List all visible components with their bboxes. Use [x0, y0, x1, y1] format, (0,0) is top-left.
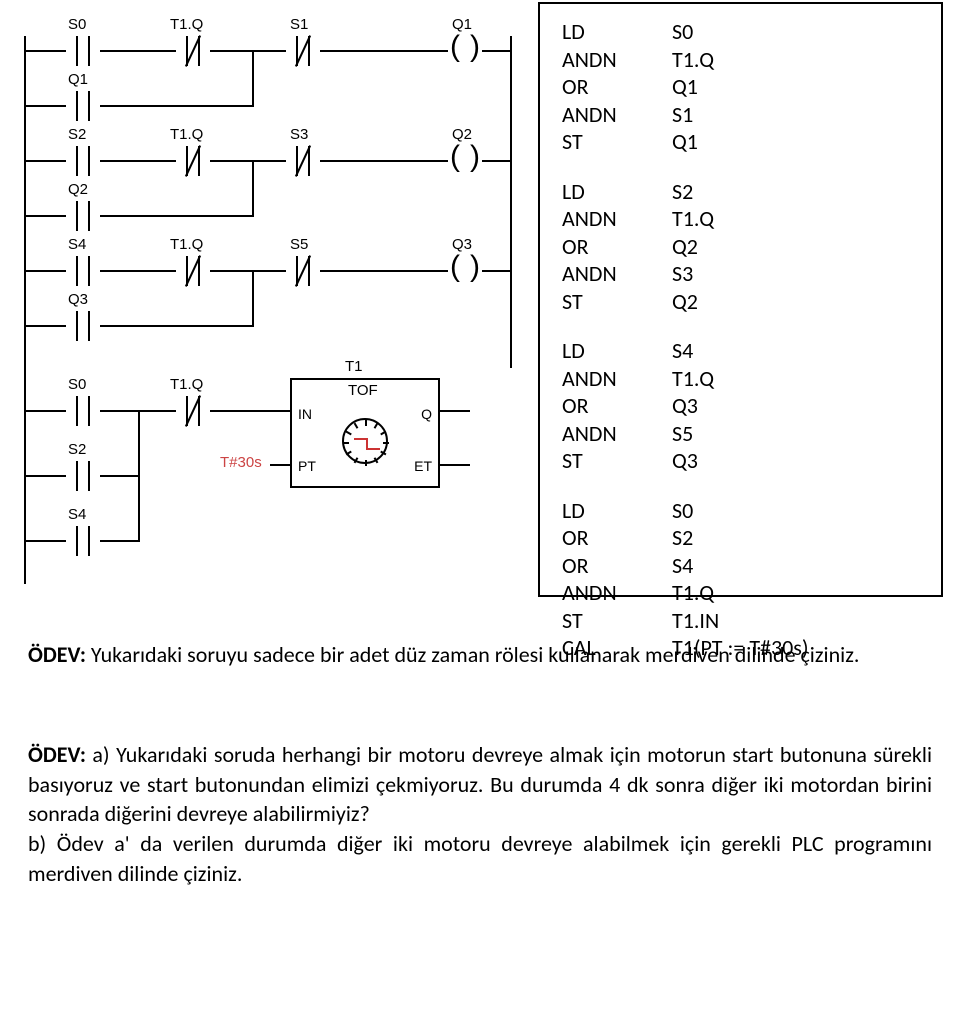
il-line: LDS0 — [562, 497, 919, 525]
contact-s4 — [66, 256, 100, 286]
il-line: ANDNS3 — [562, 260, 919, 288]
il-code-box: LDS0 ANDNT1.Q ORQ1 ANDNS1 STQ1 LDS2 ANDN… — [538, 2, 943, 597]
label-s4-b: S4 — [68, 506, 86, 523]
il-block-2: LDS2 ANDNT1.Q ORQ2 ANDNS3 STQ2 — [562, 178, 919, 316]
timer-block: TOF IN Q PT ET — [290, 378, 440, 488]
label-s0: S0 — [68, 16, 86, 33]
odev-label-1: ÖDEV: — [28, 641, 86, 668]
il-line: ORQ3 — [562, 392, 919, 420]
paragraph-1: ÖDEV: Yukarıdaki soruyu sadece bir adet … — [28, 640, 932, 670]
il-block-1: LDS0 ANDNT1.Q ORQ1 ANDNS1 STQ1 — [562, 18, 919, 156]
odev-text-1: Yukarıdaki soruyu sadece bir adet düz za… — [86, 641, 860, 668]
pin-et: ET — [414, 458, 432, 474]
label-tof: TOF — [348, 382, 378, 399]
label-q2: Q2 — [68, 181, 88, 198]
clock-icon — [342, 418, 388, 464]
paragraph-2: ÖDEV: a) Yukarıdaki soruda herhangi bir … — [28, 740, 932, 888]
label-s5: S5 — [290, 236, 308, 253]
label-s1: S1 — [290, 16, 308, 33]
contact-t1q-3 — [176, 256, 210, 286]
contact-s1 — [286, 36, 320, 66]
il-line: ANDNT1.Q — [562, 365, 919, 393]
pin-pt: PT — [298, 458, 316, 474]
contact-q2 — [66, 201, 100, 231]
il-line: STQ1 — [562, 128, 919, 156]
label-q2-coil: Q2 — [452, 126, 472, 143]
contact-t1q-4 — [176, 396, 210, 426]
il-line: ORS4 — [562, 552, 919, 580]
pin-q: Q — [421, 406, 432, 422]
label-t1q-3: T1.Q — [170, 236, 203, 253]
label-t30s: T#30s — [220, 454, 262, 471]
ladder-diagram: S0 T1.Q S1 () Q1 Q1 S2 T1.Q S3 () Q2 Q — [20, 10, 520, 600]
contact-q1 — [66, 91, 100, 121]
left-rail — [24, 36, 26, 584]
label-s3: S3 — [290, 126, 308, 143]
il-line: STT1.IN — [562, 607, 919, 635]
page: S0 T1.Q S1 () Q1 Q1 S2 T1.Q S3 () Q2 Q — [0, 0, 960, 1017]
il-line: ANDNT1.Q — [562, 579, 919, 607]
contact-s2 — [66, 146, 100, 176]
odev-text-2b: b) Ödev a' da verilen durumda diğer iki … — [28, 830, 932, 887]
il-line: STQ3 — [562, 447, 919, 475]
coil-q3: () — [448, 256, 482, 286]
il-line: STQ2 — [562, 288, 919, 316]
label-t1q-1: T1.Q — [170, 16, 203, 33]
label-q1-coil: Q1 — [452, 16, 472, 33]
il-block-4: LDS0 ORS2 ORS4 ANDNT1.Q STT1.IN CALT1(PT… — [562, 497, 919, 662]
il-line: LDS4 — [562, 337, 919, 365]
contact-s0-b — [66, 396, 100, 426]
label-t1: T1 — [345, 358, 363, 375]
il-line: ORQ2 — [562, 233, 919, 261]
label-q3: Q3 — [68, 291, 88, 308]
il-line: ANDNS5 — [562, 420, 919, 448]
il-line: ORQ1 — [562, 73, 919, 101]
coil-q2: () — [448, 146, 482, 176]
il-line: ANDNT1.Q — [562, 205, 919, 233]
right-rail — [510, 36, 512, 368]
pin-in: IN — [298, 406, 312, 422]
contact-s4-b — [66, 526, 100, 556]
coil-q1: () — [448, 36, 482, 66]
label-q3-coil: Q3 — [452, 236, 472, 253]
contact-s0 — [66, 36, 100, 66]
il-line: LDS2 — [562, 178, 919, 206]
label-s2-b: S2 — [68, 441, 86, 458]
contact-s3 — [286, 146, 320, 176]
il-line: ANDNS1 — [562, 101, 919, 129]
odev-text-2a: a) Yukarıdaki soruda herhangi bir motoru… — [28, 741, 932, 827]
il-block-3: LDS4 ANDNT1.Q ORQ3 ANDNS5 STQ3 — [562, 337, 919, 475]
contact-t1q-1 — [176, 36, 210, 66]
contact-s5 — [286, 256, 320, 286]
il-line: LDS0 — [562, 18, 919, 46]
label-s0-b: S0 — [68, 376, 86, 393]
label-t1q-2: T1.Q — [170, 126, 203, 143]
label-s4: S4 — [68, 236, 86, 253]
label-s2: S2 — [68, 126, 86, 143]
contact-s2-b — [66, 461, 100, 491]
il-line: ANDNT1.Q — [562, 46, 919, 74]
label-q1: Q1 — [68, 71, 88, 88]
label-t1q-4: T1.Q — [170, 376, 203, 393]
odev-label-2: ÖDEV: — [28, 741, 86, 768]
contact-q3 — [66, 311, 100, 341]
il-line: ORS2 — [562, 524, 919, 552]
contact-t1q-2 — [176, 146, 210, 176]
